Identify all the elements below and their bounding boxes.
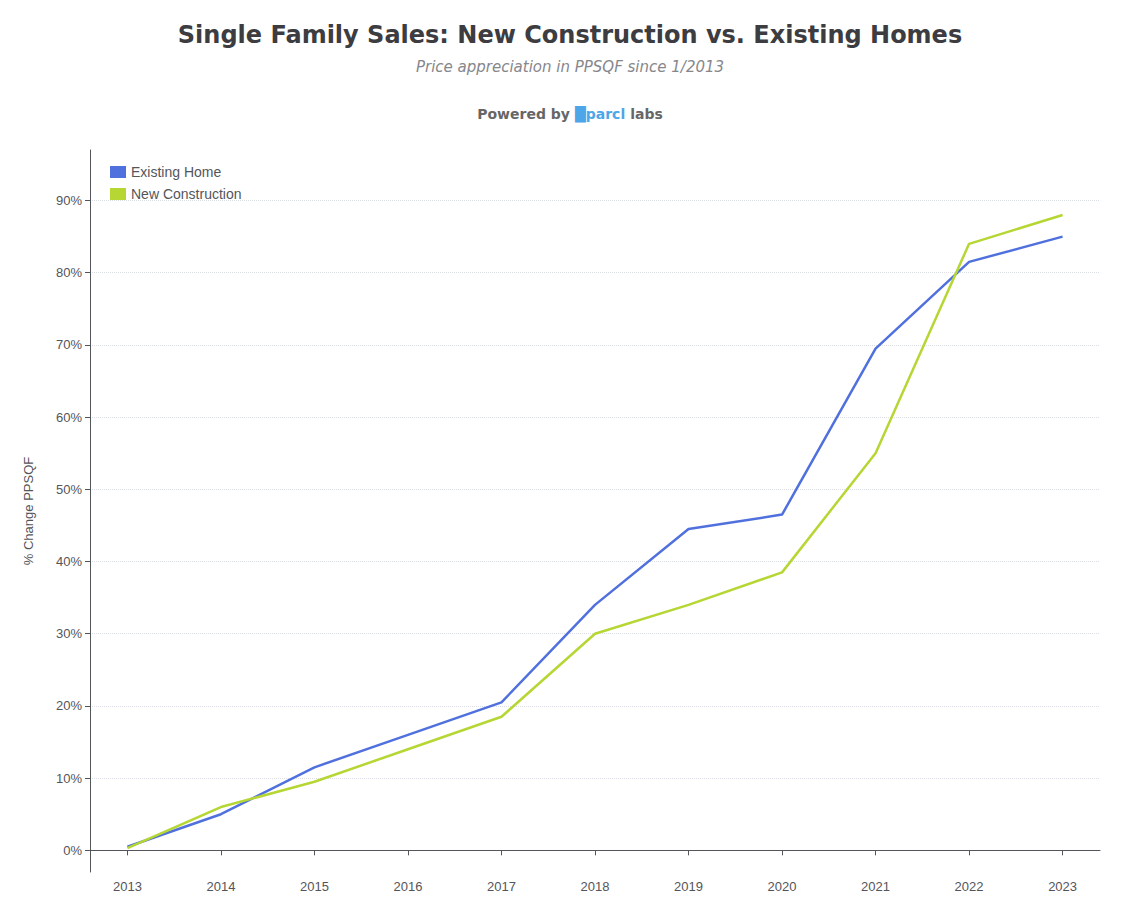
svg-text:2019: 2019 (674, 879, 703, 894)
svg-text:80%: 80% (56, 265, 82, 280)
svg-text:60%: 60% (56, 410, 82, 425)
svg-text:2014: 2014 (206, 879, 235, 894)
svg-text:2017: 2017 (487, 879, 516, 894)
svg-text:20%: 20% (56, 698, 82, 713)
svg-text:% Change PPSQF: % Change PPSQF (21, 457, 36, 565)
svg-text:10%: 10% (56, 771, 82, 786)
svg-text:2021: 2021 (861, 879, 890, 894)
svg-text:█parcl: █parcl (574, 105, 625, 123)
svg-text:2023: 2023 (1048, 879, 1077, 894)
svg-text:Price appreciation in PPSQF si: Price appreciation in PPSQF since 1/2013 (416, 58, 724, 76)
svg-text:2016: 2016 (394, 879, 423, 894)
svg-text:50%: 50% (56, 482, 82, 497)
svg-text:2020: 2020 (768, 879, 797, 894)
svg-text:2022: 2022 (955, 879, 984, 894)
svg-text:Existing Home: Existing Home (131, 164, 221, 180)
svg-text:New Construction: New Construction (131, 186, 242, 202)
svg-text:labs: labs (630, 106, 663, 122)
svg-text:Single Family Sales: New Const: Single Family Sales: New Construction vs… (178, 21, 962, 49)
svg-text:Powered by: Powered by (477, 106, 570, 122)
svg-text:0%: 0% (63, 843, 82, 858)
svg-text:70%: 70% (56, 337, 82, 352)
svg-text:2013: 2013 (113, 879, 142, 894)
svg-text:2018: 2018 (581, 879, 610, 894)
svg-text:30%: 30% (56, 626, 82, 641)
svg-text:90%: 90% (56, 193, 82, 208)
svg-text:40%: 40% (56, 554, 82, 569)
svg-text:2015: 2015 (300, 879, 329, 894)
